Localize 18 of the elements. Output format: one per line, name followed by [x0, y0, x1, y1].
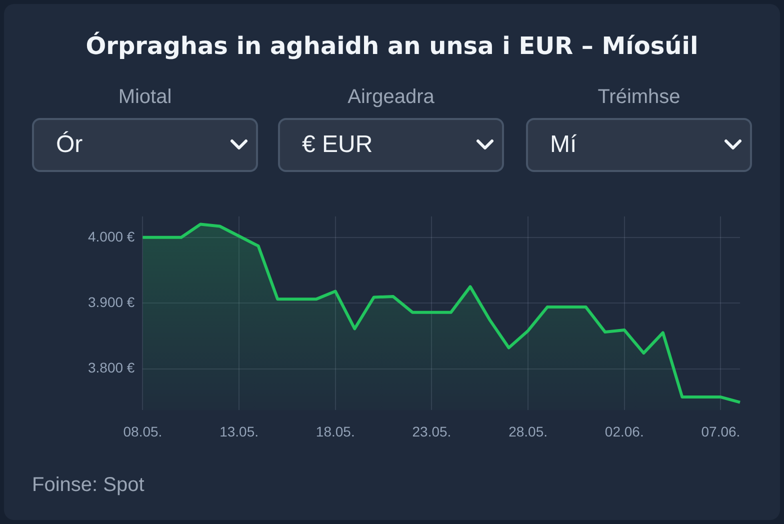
dropdown-field: Mí [526, 118, 752, 172]
text: Airgeadra [346, 86, 436, 110]
y-tick-label: 3.900 € [88, 294, 135, 310]
x-tick-label: 02.06. [604, 423, 644, 440]
x-tick-label: 13.05. [220, 423, 259, 440]
x-tick-label: 23.05. [412, 423, 452, 440]
text: Tréimhse [596, 86, 682, 110]
y-tick-label: 4.000 € [88, 228, 135, 244]
x-tick-label: 18.05. [316, 423, 355, 440]
y-tick-label: 3.800 € [88, 360, 135, 376]
dropdown-field: € EUR [278, 118, 504, 172]
chart-title: Órpraghas in aghaidh an unsa i EUR – Míosúil [84, 32, 700, 60]
dropdown-field: Ór [32, 118, 258, 172]
text: Miotal [117, 86, 173, 110]
x-tick-label: 28.05. [508, 423, 548, 440]
x-tick-label: 07.06. [701, 423, 740, 440]
x-tick-label: 08.05. [123, 423, 162, 440]
text: Foinse: Spot [32, 474, 144, 497]
